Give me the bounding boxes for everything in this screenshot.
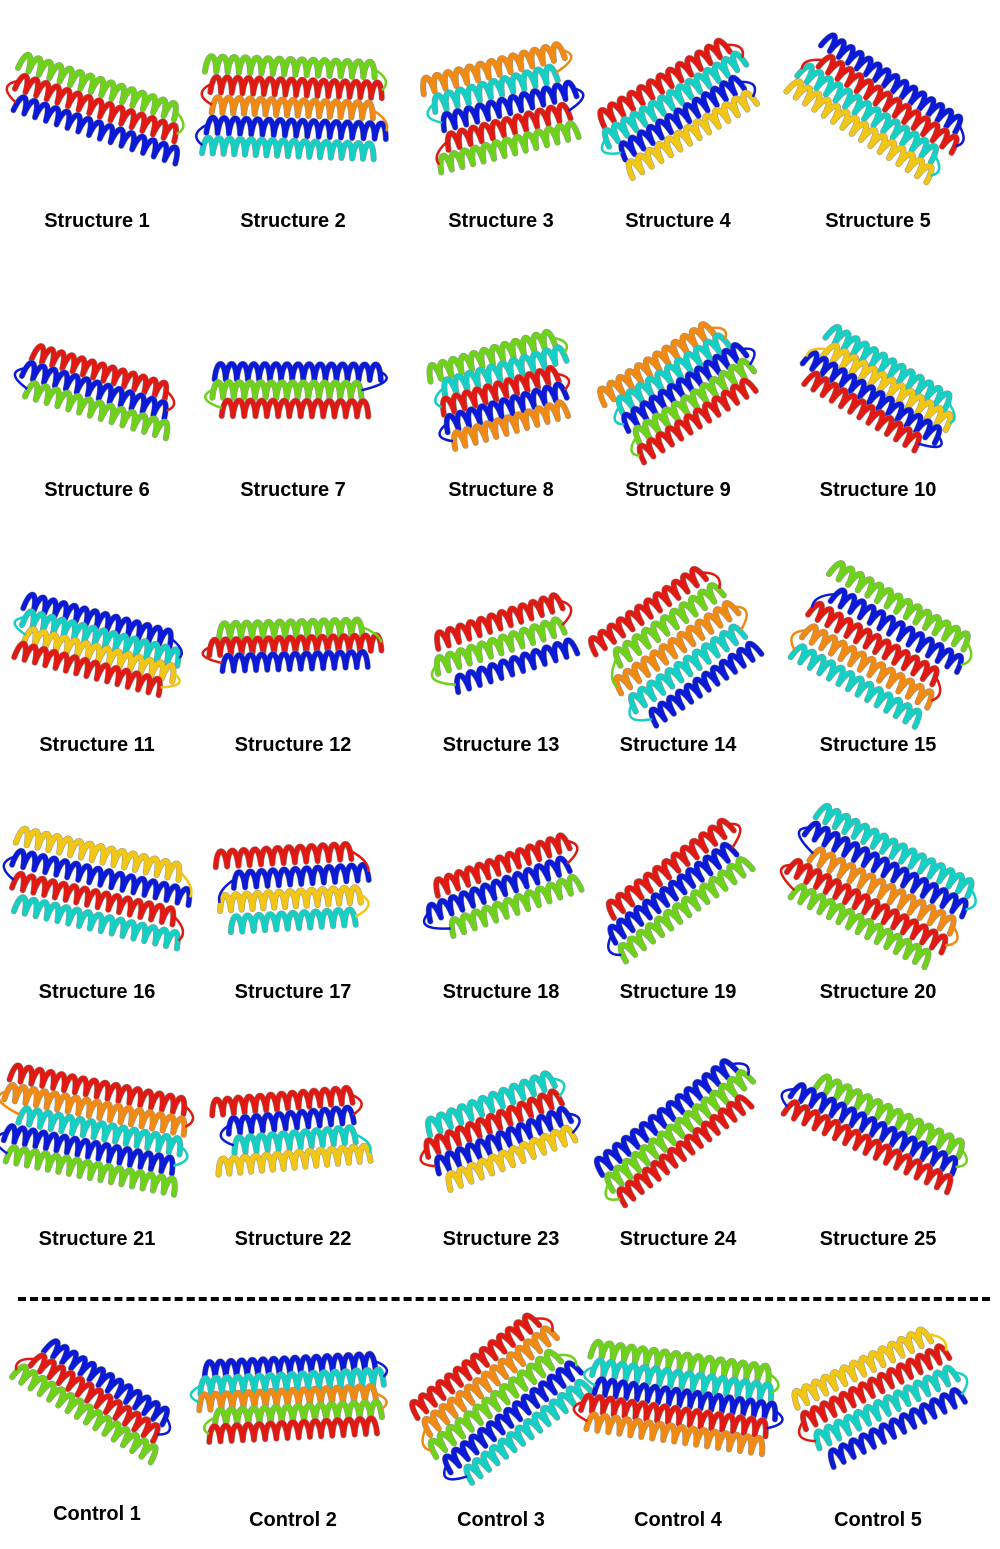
protein-ribbon-image [2,1040,192,1220]
structure-label: Structure 14 [620,734,737,757]
structure-label: Structure 24 [620,1228,737,1251]
structure-label: Structure 10 [820,479,937,502]
structure-label: Structure 21 [39,1228,156,1251]
protein-ribbon-image [198,1040,388,1220]
protein-ribbon-image [406,15,596,200]
structure-label: Structure 16 [39,981,156,1004]
structure-label: Structure 22 [235,1228,352,1251]
structure-label: Structure 12 [235,734,352,757]
protein-ribbon-image [583,565,773,725]
structure-label: Structure 20 [820,981,937,1004]
protein-ribbon-image [198,800,388,975]
protein-ribbon-image [786,15,971,200]
structure-label: Structure 7 [240,479,346,502]
structure-label: Structure 18 [443,981,560,1004]
structure-label: Structure 13 [443,734,560,757]
structure-label: Structure 23 [443,1228,560,1251]
structure-label: Structure 9 [625,479,731,502]
protein-ribbon-image [203,1305,383,1490]
protein-ribbon-image [411,1305,591,1490]
structure-label: Control 1 [53,1503,141,1526]
protein-ribbon-image [2,800,192,975]
structure-label: Structure 4 [625,210,731,233]
protein-ribbon-image [7,1305,187,1490]
structure-label: Structure 17 [235,981,352,1004]
structure-label: Structure 6 [44,479,150,502]
structure-label: Control 4 [634,1509,722,1532]
protein-ribbon-image [788,1305,968,1490]
protein-ribbon-image [2,15,192,200]
structure-label: Structure 11 [39,734,155,757]
protein-ribbon-image [198,565,388,725]
protein-ribbon-image [583,1040,773,1220]
protein-ribbon-image [198,310,388,470]
structure-label: Structure 19 [620,981,737,1004]
structure-label: Structure 2 [240,210,346,233]
structure-label: Structure 3 [448,210,554,233]
protein-ribbon-image [786,1040,971,1220]
structure-label: Structure 1 [44,210,150,233]
protein-ribbon-image [2,565,192,725]
dashed-divider [18,1297,990,1301]
protein-ribbon-image [786,310,971,470]
protein-ribbon-image [786,800,971,975]
structure-label: Control 2 [249,1509,337,1532]
structure-label: Structure 5 [825,210,931,233]
protein-ribbon-image [583,15,773,200]
structure-label: Structure 15 [820,734,937,757]
protein-ribbon-image [583,310,773,470]
protein-ribbon-image [406,565,596,725]
protein-ribbon-image [583,800,773,975]
protein-ribbon-image [2,310,192,470]
protein-ribbon-image [588,1305,768,1490]
protein-ribbon-image [786,565,971,725]
structure-label: Control 3 [457,1509,545,1532]
structure-label: Structure 25 [820,1228,937,1251]
protein-ribbon-image [198,15,388,200]
protein-ribbon-image [406,310,596,470]
structure-label: Control 5 [834,1509,922,1532]
protein-ribbon-image [406,1040,596,1220]
protein-ribbon-image [406,800,596,975]
structure-label: Structure 8 [448,479,554,502]
